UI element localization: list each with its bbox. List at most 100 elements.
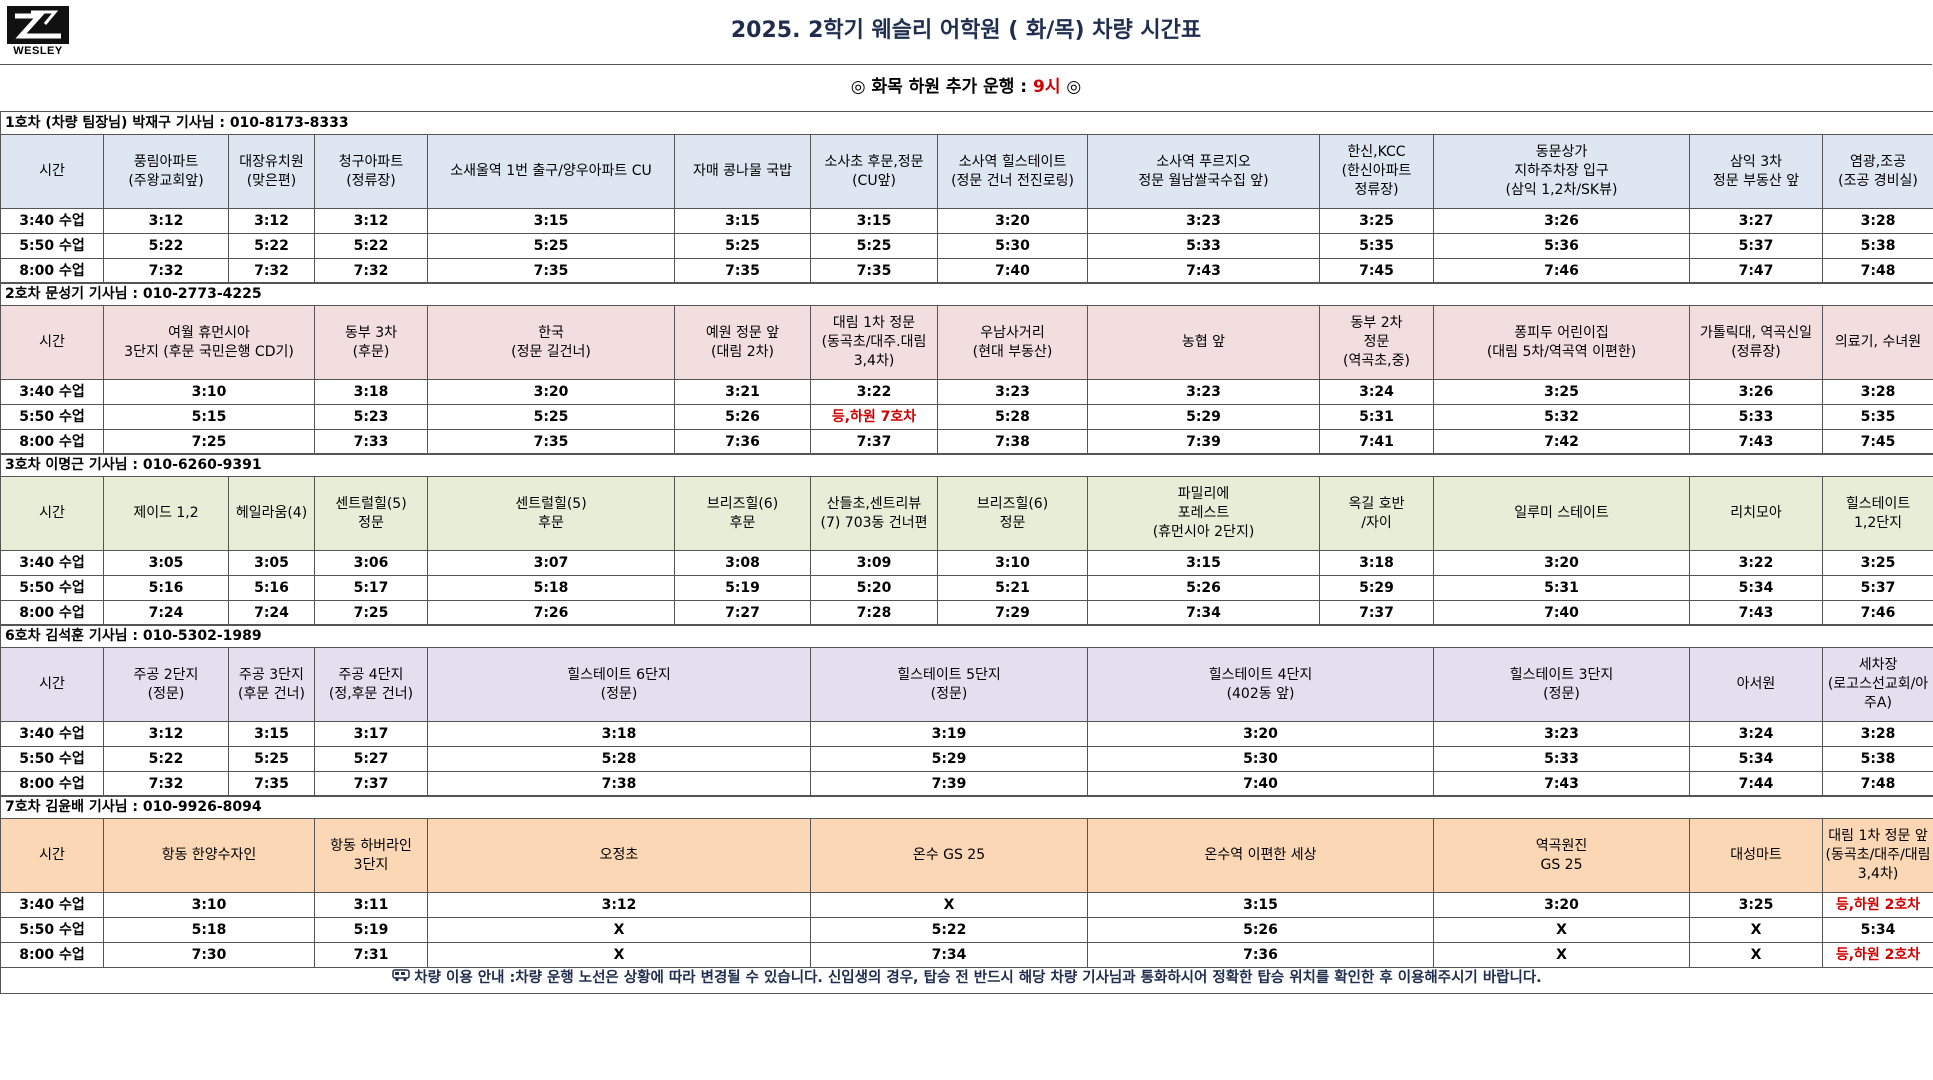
stop-name: 대림 1차 정문 (동곡초/대주.대림 3,4차) <box>810 305 938 380</box>
departure-time: 5:30 <box>937 233 1088 259</box>
departure-time: 7:35 <box>427 258 675 284</box>
departure-time: 7:32 <box>228 258 315 284</box>
schedule-row: 5:50 수업 5:16 5:16 5:17 5:18 5:19 5:20 5:21 5:26 5… <box>0 575 1933 601</box>
departure-time: 5:33 <box>1689 404 1823 430</box>
departure-time: 7:32 <box>103 258 229 284</box>
route-table: 6호차 김석훈 기사님 : 010-5302-1989 시간 주공 2단지 (정문)… <box>0 624 1933 797</box>
departure-time: 3:15 <box>1087 550 1320 576</box>
departure-time: X <box>1689 917 1823 943</box>
stop-name: 힐스테이트 3단지 (정문) <box>1433 647 1690 722</box>
page-title: 2025. 2학기 웨슬리 어학원 ( 화/목) 차량 시간표 <box>730 18 1202 43</box>
departure-time: 5:36 <box>1433 233 1690 259</box>
stops-header-row: 시간 주공 2단지 (정문) 주공 3단지 (후문 건너) 주공 4단지 (정,후문 … <box>0 647 1933 722</box>
departure-time: 3:18 <box>427 721 811 747</box>
departure-time: 5:34 <box>1689 746 1823 772</box>
class-time: 8:00 수업 <box>0 429 104 455</box>
departure-time: 7:35 <box>674 258 811 284</box>
route-label: 3호차 이명근 기사님 : 010-6260-9391 <box>0 453 1933 477</box>
departure-time: 7:48 <box>1821 771 1933 797</box>
departure-time: 3:09 <box>810 550 938 576</box>
departure-time: 5:16 <box>228 575 315 601</box>
departure-time: 7:24 <box>103 600 229 626</box>
route-label: 1호차 (차량 팀장님) 박재구 기사님 : 010-8173-8333 <box>0 111 1933 135</box>
departure-time: 3:12 <box>228 208 315 234</box>
departure-time: 3:05 <box>103 550 229 576</box>
stop-name: 리치모아 <box>1689 476 1823 551</box>
departure-time: 7:45 <box>1319 258 1434 284</box>
notice-suffix: ◎ <box>1060 77 1082 97</box>
departure-time: 7:36 <box>1087 942 1434 968</box>
stop-name: 자매 콩나물 국밥 <box>674 134 811 209</box>
stop-name: 대림 1차 정문 앞 (동곡초/대주/대림3,4차) <box>1821 818 1933 893</box>
departure-time: 7:37 <box>314 771 428 797</box>
departure-time: 3:12 <box>427 892 811 918</box>
class-time: 3:40 수업 <box>0 379 104 405</box>
schedule-row: 8:00 수업 7:25 7:33 7:35 7:36 7:37 7:38 7:39 7:41 7… <box>0 429 1933 455</box>
departure-time: 7:44 <box>1689 771 1823 797</box>
departure-time: 5:32 <box>1433 404 1690 430</box>
class-time: 8:00 수업 <box>0 258 104 284</box>
stop-name: 농협 앞 <box>1087 305 1320 380</box>
schedule-row: 5:50 수업 5:18 5:19 X 5:22 5:26 X X 5:34 <box>0 917 1933 943</box>
departure-time: 7:34 <box>810 942 1088 968</box>
departure-time: 3:24 <box>1319 379 1434 405</box>
departure-time: 5:22 <box>228 233 315 259</box>
departure-time: 7:32 <box>103 771 229 797</box>
stop-name: 세차장 (로고스선교회/아주A) <box>1821 647 1933 722</box>
departure-time: 7:47 <box>1689 258 1823 284</box>
stop-name: 주공 4단지 (정,후문 건너) <box>314 647 428 722</box>
departure-time: X <box>1689 942 1823 968</box>
departure-time: 3:20 <box>937 208 1088 234</box>
departure-time: 5:38 <box>1821 233 1933 259</box>
class-time: 5:50 수업 <box>0 917 104 943</box>
class-time: 3:40 수업 <box>0 721 104 747</box>
stop-name: 청구아파트 (정류장) <box>314 134 428 209</box>
stop-name: 주공 2단지 (정문) <box>103 647 229 722</box>
stop-name: 소사역 힐스테이트 (정문 건너 전진로링) <box>937 134 1088 209</box>
departure-time: 7:28 <box>810 600 938 626</box>
departure-time: 5:28 <box>427 746 811 772</box>
schedule-row: 5:50 수업 5:15 5:23 5:25 5:26 등,하원 7호차 5:28 5:29 5… <box>0 404 1933 430</box>
departure-time: X <box>810 892 1088 918</box>
stop-name: 의료기, 수녀원 <box>1821 305 1933 380</box>
stop-name: 예원 정문 앞 (대림 2차) <box>674 305 811 380</box>
departure-time: 5:22 <box>810 917 1088 943</box>
stop-name: 산들초,센트리뷰 (7) 703동 건너편 <box>810 476 938 551</box>
departure-time: 7:42 <box>1433 429 1690 455</box>
departure-time: 3:15 <box>1087 892 1434 918</box>
stop-name: 동문상가 지하주차장 입구 (삼익 1,2차/SK뷰) <box>1433 134 1690 209</box>
schedule-row: 8:00 수업 7:30 7:31 X 7:34 7:36 X X 등,하원 2호차 <box>0 942 1933 968</box>
departure-time: 5:25 <box>810 233 938 259</box>
departure-time: 7:45 <box>1821 429 1933 455</box>
departure-time: 5:22 <box>314 233 428 259</box>
departure-time: 5:28 <box>937 404 1088 430</box>
departure-time: 5:25 <box>228 746 315 772</box>
departure-time: X <box>1433 917 1690 943</box>
departure-time: X <box>1433 942 1690 968</box>
time-header: 시간 <box>0 647 104 722</box>
stop-name: 온수 GS 25 <box>810 818 1088 893</box>
departure-time: 3:23 <box>937 379 1088 405</box>
stop-name: 옥길 호반 /자이 <box>1319 476 1434 551</box>
stop-name: 한신,KCC (한신아파트 정류장) <box>1319 134 1434 209</box>
departure-time: 3:20 <box>1433 892 1690 918</box>
departure-time: 7:40 <box>1087 771 1434 797</box>
departure-time: 7:38 <box>427 771 811 797</box>
stop-name: 헤일라움(4) <box>228 476 315 551</box>
bus-icon <box>392 965 411 991</box>
stop-name: 대성마트 <box>1689 818 1823 893</box>
departure-time: 5:25 <box>427 404 675 430</box>
departure-time: 5:25 <box>674 233 811 259</box>
departure-time: 3:21 <box>674 379 811 405</box>
departure-time: 3:15 <box>810 208 938 234</box>
departure-time: 7:27 <box>674 600 811 626</box>
class-time: 5:50 수업 <box>0 404 104 430</box>
departure-time: 3:22 <box>810 379 938 405</box>
stop-name: 힐스테이트 6단지 (정문) <box>427 647 811 722</box>
departure-time: 3:07 <box>427 550 675 576</box>
departure-time: 3:15 <box>427 208 675 234</box>
wesley-logo: WESLEY <box>5 4 71 58</box>
stop-name: 소사초 후문,정문 (CU앞) <box>810 134 938 209</box>
departure-time: 3:10 <box>937 550 1088 576</box>
departure-time: 5:35 <box>1821 404 1933 430</box>
